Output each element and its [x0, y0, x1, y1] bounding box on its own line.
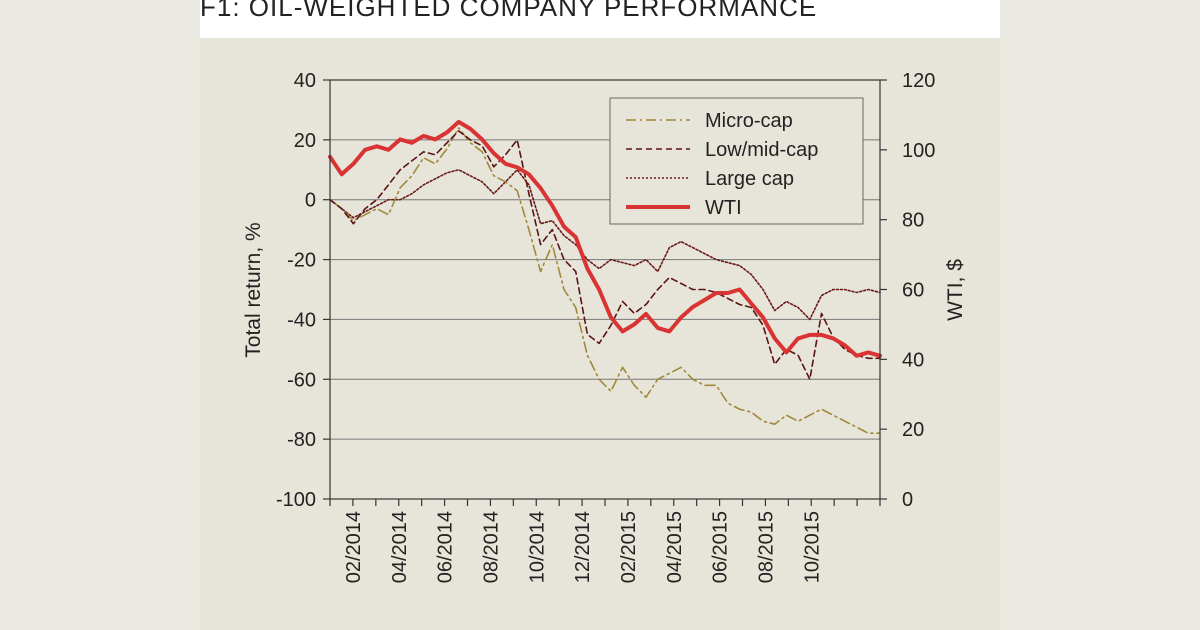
y-axis: 40 20 0 -20 -40 -60 -80 -100 — [276, 70, 330, 511]
y-tick-label: 20 — [294, 130, 316, 152]
x-tick-label: 06/2015 — [710, 511, 732, 583]
title-bar: F1: OIL-WEIGHTED COMPANY PERFORMANCE — [200, 0, 1000, 38]
figure-panel — [200, 0, 1000, 630]
y-tick-label: -100 — [276, 489, 316, 511]
legend-label: Low/mid-cap — [705, 139, 818, 161]
y2-tick-label: 0 — [902, 489, 913, 511]
y2-tick-label: 100 — [902, 140, 935, 162]
x-tick-label: 04/2014 — [389, 511, 411, 583]
legend-box — [609, 97, 864, 225]
x-tick-label: 12/2014 — [572, 511, 594, 583]
right-background — [1000, 0, 1200, 630]
left-background — [0, 0, 200, 630]
x-tick-label: 10/2015 — [801, 511, 823, 583]
x-tick-label: 02/2014 — [343, 511, 365, 583]
y2-tick-label: 60 — [902, 280, 924, 302]
y-tick-label: -60 — [287, 369, 316, 391]
y2-tick-label: 80 — [902, 210, 924, 232]
y-tick-label: 40 — [294, 70, 316, 92]
series-line-micro-cap — [329, 127, 881, 435]
y-tick-label: -20 — [287, 250, 316, 272]
series-layer — [328, 119, 882, 435]
x-tick-label: 02/2015 — [618, 511, 640, 583]
y2-tick-label: 120 — [902, 70, 935, 92]
x-axis: 02/2014 04/2014 06/2014 08/2014 10/2014 12/20… — [329, 499, 881, 583]
series-line-wti — [328, 119, 882, 358]
y-tick-label: -80 — [287, 429, 316, 451]
series-line-large-cap — [329, 169, 881, 321]
x-tick-label: 06/2014 — [435, 511, 457, 583]
y-tick-label: 0 — [305, 190, 316, 212]
legend-label: WTI — [705, 197, 742, 219]
x-tick-label: 08/2014 — [480, 511, 502, 583]
x-tick-label: 10/2014 — [526, 511, 548, 583]
x-tick-label: 08/2015 — [755, 511, 777, 583]
series-line-low-mid-cap — [329, 130, 881, 381]
legend-label: Large cap — [705, 168, 794, 190]
page-title: F1: OIL-WEIGHTED COMPANY PERFORMANCE — [200, 0, 818, 22]
y2-axis: 120 100 80 60 40 20 0 — [880, 70, 935, 511]
y2-tick-label: 40 — [902, 349, 924, 371]
x-tick-label: 04/2015 — [664, 511, 686, 583]
y2-tick-label: 20 — [902, 419, 924, 441]
y-axis-label: Total return, % — [242, 222, 265, 357]
y2-axis-label: WTI, $ — [944, 259, 967, 321]
legend: Micro-cap Low/mid-cap Large cap WTI — [609, 97, 864, 225]
legend-label: Micro-cap — [705, 110, 793, 132]
y-tick-label: -40 — [287, 309, 316, 331]
